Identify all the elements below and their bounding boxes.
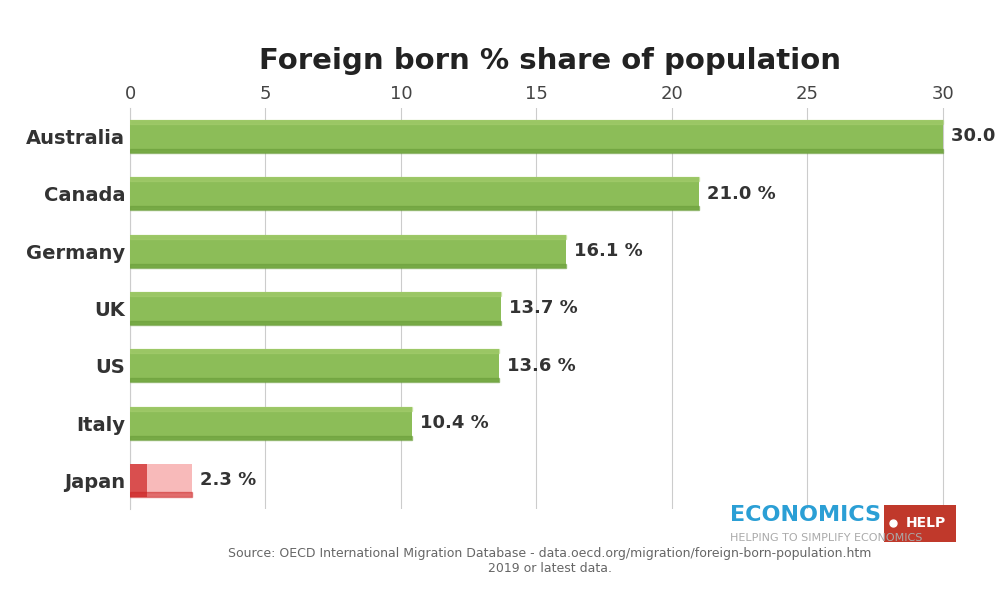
Text: HELPING TO SIMPLIFY ECONOMICS: HELPING TO SIMPLIFY ECONOMICS <box>730 533 922 543</box>
Text: 13.7 %: 13.7 % <box>509 300 578 317</box>
Text: HELP: HELP <box>906 516 946 530</box>
Bar <box>130 436 412 440</box>
Text: 30.0 %: 30.0 % <box>951 128 1000 146</box>
Bar <box>130 407 412 410</box>
Bar <box>130 149 943 153</box>
Bar <box>130 464 147 497</box>
FancyBboxPatch shape <box>884 505 956 542</box>
Bar <box>130 349 499 382</box>
Bar <box>130 292 501 296</box>
Bar <box>130 235 566 238</box>
Text: 13.6 %: 13.6 % <box>507 357 575 375</box>
Bar <box>130 379 499 382</box>
Text: 2.3 %: 2.3 % <box>200 471 257 489</box>
Bar <box>130 177 699 181</box>
Bar <box>130 321 501 325</box>
Title: Foreign born % share of population: Foreign born % share of population <box>259 47 841 75</box>
Bar <box>130 120 943 124</box>
Bar <box>130 349 499 353</box>
Bar <box>130 492 192 497</box>
Text: 10.4 %: 10.4 % <box>420 414 489 432</box>
Text: 16.1 %: 16.1 % <box>574 242 643 260</box>
Bar <box>130 292 501 325</box>
Bar <box>130 235 566 268</box>
Bar <box>130 120 943 153</box>
Text: 21.0 %: 21.0 % <box>707 185 776 203</box>
Bar <box>130 464 192 497</box>
Text: ECONOMICS: ECONOMICS <box>730 505 881 525</box>
Bar <box>130 407 412 440</box>
Bar <box>130 177 699 210</box>
Bar <box>130 207 699 210</box>
Text: Source: OECD International Migration Database - data.oecd.org/migration/foreign-: Source: OECD International Migration Dat… <box>228 547 872 575</box>
Bar <box>130 264 566 268</box>
